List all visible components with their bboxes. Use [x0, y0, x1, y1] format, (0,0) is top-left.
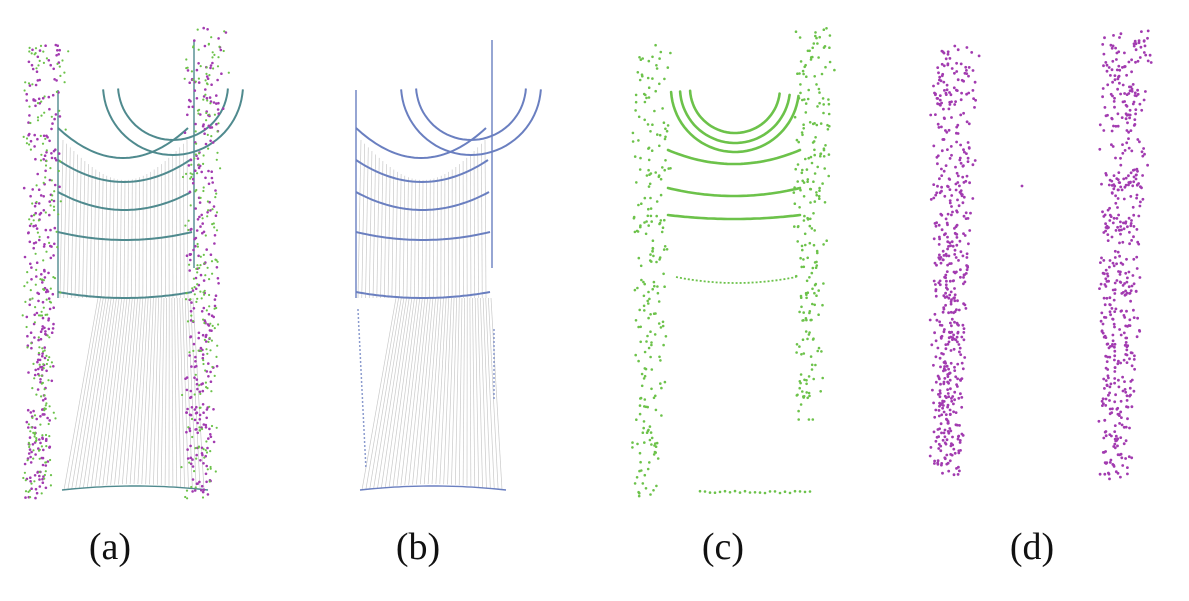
arc-1 — [688, 89, 781, 135]
far-band-line — [675, 276, 797, 284]
right-wall-green — [180, 28, 230, 500]
panel-d-caption: (d) — [1009, 526, 1055, 568]
panel-a-caption: (a) — [88, 526, 132, 568]
panel-b-range-scan — [355, 40, 542, 491]
scan-side-dots — [357, 309, 495, 467]
band-1 — [57, 127, 189, 160]
right-wall-magenta — [1097, 29, 1153, 481]
scan-frame — [355, 40, 507, 491]
bottom-edge — [61, 485, 209, 491]
band-1 — [666, 148, 802, 166]
band-1 — [355, 127, 487, 160]
band-2 — [355, 159, 489, 184]
band-5 — [57, 291, 193, 299]
band-2 — [666, 186, 802, 198]
right-wall-magenta — [183, 26, 228, 496]
panel-a-merged-scan — [21, 26, 244, 500]
left-wall-magenta — [22, 43, 62, 500]
bottom-green — [698, 489, 812, 495]
left-wall-magenta — [928, 44, 981, 477]
left-wall-green — [21, 44, 70, 499]
panel-c-green-points — [631, 27, 836, 498]
scan-frame — [57, 40, 209, 491]
arc-2 — [102, 89, 244, 157]
arc-2 — [678, 90, 791, 145]
panel-d-magenta-points — [928, 29, 1153, 481]
panel-b-caption: (b) — [395, 526, 441, 568]
band-3 — [57, 191, 192, 211]
right-wall-green — [792, 27, 836, 421]
left-wall-green — [631, 43, 672, 498]
range-rays — [357, 139, 503, 491]
band-3 — [355, 191, 490, 211]
inner-arc — [415, 88, 527, 142]
band-4 — [355, 231, 491, 241]
range-rays — [59, 139, 205, 491]
band-2 — [57, 159, 191, 184]
bottom-edge — [359, 485, 507, 491]
far-band — [675, 276, 797, 284]
green-arcs — [666, 89, 802, 221]
arc-3 — [669, 90, 800, 154]
band-4 — [57, 231, 193, 241]
arc-2 — [400, 89, 542, 157]
inner-arc — [117, 88, 229, 142]
band-3 — [666, 213, 802, 221]
band-5 — [355, 291, 491, 299]
scan-bands — [355, 88, 542, 299]
stray-point — [1020, 184, 1024, 188]
panel-c-caption: (c) — [701, 526, 745, 568]
